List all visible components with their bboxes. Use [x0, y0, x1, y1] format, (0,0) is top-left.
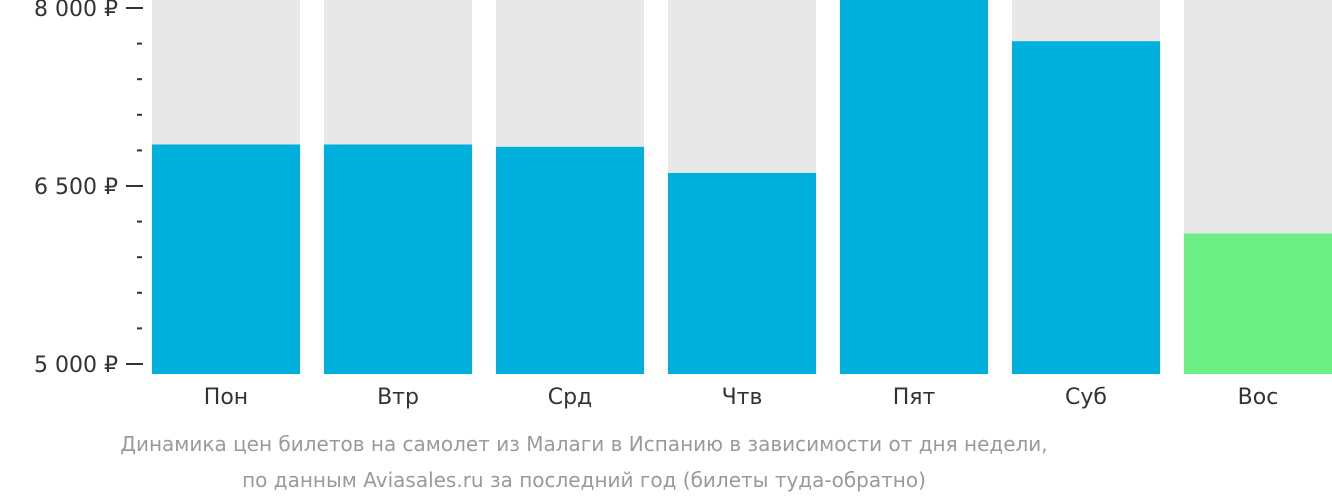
chart-caption-line-2: по данным Aviasales.ru за последний год … — [242, 468, 926, 492]
x-tick-label: Вос — [1238, 385, 1279, 410]
y-tick-label: 8 000 ₽ — [34, 0, 118, 22]
bar-1 — [152, 144, 300, 374]
x-tick-label: Втр — [377, 385, 419, 410]
y-tick-label: 6 500 ₽ — [34, 175, 118, 200]
bar-3 — [496, 146, 644, 374]
x-tick-label: Срд — [548, 385, 593, 410]
x-tick-label: Чтв — [722, 385, 763, 410]
bar-6 — [1012, 41, 1160, 375]
chart-caption-line-1: Динамика цен билетов на самолет из Малаг… — [120, 432, 1048, 456]
bars — [152, 0, 1332, 375]
x-tick-label: Пон — [204, 385, 248, 410]
y-tick-label: 5 000 ₽ — [34, 353, 118, 378]
bar-7 — [1184, 233, 1332, 374]
bar-4 — [668, 172, 816, 374]
bar-2 — [324, 144, 472, 374]
x-tick-label: Пят — [893, 385, 936, 410]
y-axis: 8 000 ₽ 6 500 ₽ 5 000 ₽ — [34, 0, 143, 378]
x-tick-label: Суб — [1065, 385, 1107, 410]
x-axis: Пон Втр Срд Чтв Пят Суб Вос — [204, 385, 1279, 410]
bar-5 — [840, 0, 988, 375]
